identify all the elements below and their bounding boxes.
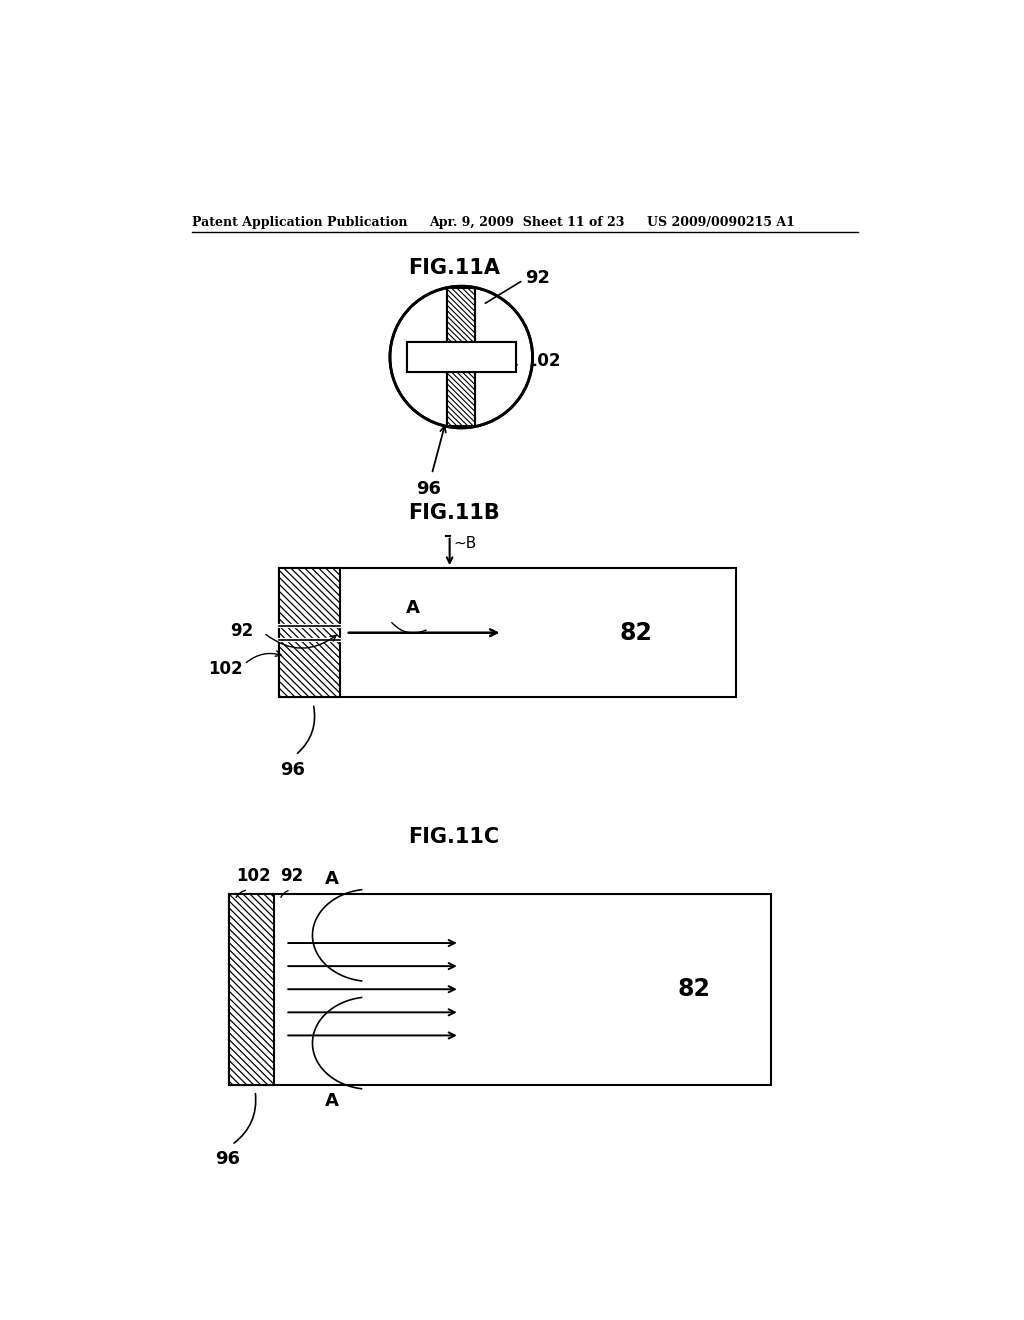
- Bar: [407, 342, 515, 372]
- Text: Patent Application Publication: Patent Application Publication: [191, 216, 408, 230]
- Text: 96: 96: [280, 760, 305, 779]
- Bar: [228, 894, 771, 1085]
- Text: A: A: [407, 599, 420, 616]
- Text: 92: 92: [280, 866, 303, 884]
- Text: 96: 96: [416, 480, 441, 498]
- Text: 82: 82: [677, 977, 711, 1002]
- Text: 82: 82: [620, 620, 652, 644]
- Bar: [447, 288, 475, 342]
- Bar: [407, 342, 515, 372]
- Text: FIG.11A: FIG.11A: [409, 259, 501, 279]
- Bar: [280, 568, 340, 697]
- Bar: [447, 372, 475, 426]
- Bar: [228, 894, 273, 1085]
- Text: US 2009/0090215 A1: US 2009/0090215 A1: [647, 216, 795, 230]
- Bar: [280, 568, 736, 697]
- Text: Apr. 9, 2009  Sheet 11 of 23: Apr. 9, 2009 Sheet 11 of 23: [429, 216, 624, 230]
- Text: 96: 96: [215, 1150, 241, 1168]
- Text: 102: 102: [208, 660, 243, 678]
- Text: A: A: [325, 1093, 339, 1110]
- Text: A: A: [325, 870, 339, 887]
- Text: ~B: ~B: [454, 536, 477, 550]
- Text: -102: -102: [519, 352, 561, 370]
- Text: FIG.11B: FIG.11B: [409, 503, 501, 523]
- Text: 92: 92: [230, 622, 254, 640]
- Text: 92: 92: [525, 269, 551, 286]
- Text: FIG.11C: FIG.11C: [409, 826, 500, 846]
- Bar: [447, 288, 475, 342]
- Circle shape: [390, 286, 532, 428]
- Bar: [447, 372, 475, 426]
- Text: 102: 102: [237, 866, 271, 884]
